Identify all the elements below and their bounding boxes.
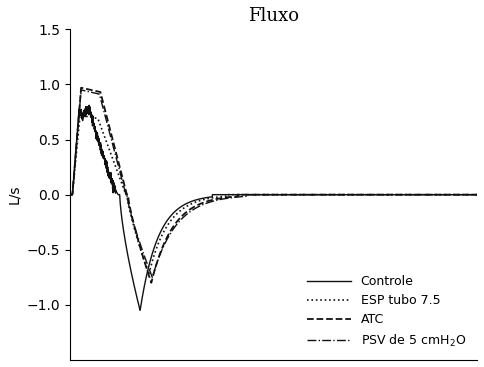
- Controle: [474, 192, 480, 197]
- Controle: [467, 192, 472, 197]
- ESP tubo 7.5: [474, 192, 480, 197]
- PSV de 5 cmH$_2$O: [467, 192, 472, 197]
- ESP tubo 7.5: [423, 192, 428, 197]
- ESP tubo 7.5: [146, 272, 151, 276]
- ATC: [78, 86, 84, 90]
- PSV de 5 cmH$_2$O: [423, 192, 428, 197]
- ATC: [137, 247, 143, 251]
- ESP tubo 7.5: [67, 192, 73, 197]
- PSV de 5 cmH$_2$O: [241, 194, 247, 199]
- Controle: [137, 308, 143, 312]
- Line: PSV de 5 cmH$_2$O: PSV de 5 cmH$_2$O: [70, 90, 477, 277]
- Legend: Controle, ESP tubo 7.5, ATC, PSV de 5 cmH$_2$O: Controle, ESP tubo 7.5, ATC, PSV de 5 cm…: [302, 270, 471, 354]
- ESP tubo 7.5: [114, 167, 120, 171]
- ATC: [149, 280, 154, 285]
- PSV de 5 cmH$_2$O: [78, 88, 84, 92]
- ESP tubo 7.5: [223, 194, 229, 199]
- Controle: [223, 192, 229, 197]
- Controle: [67, 192, 73, 197]
- Controle: [138, 304, 144, 309]
- PSV de 5 cmH$_2$O: [114, 157, 120, 161]
- PSV de 5 cmH$_2$O: [223, 196, 229, 201]
- ATC: [67, 192, 73, 197]
- Line: Controle: Controle: [70, 105, 477, 310]
- Y-axis label: L/s: L/s: [7, 185, 21, 204]
- Title: Fluxo: Fluxo: [248, 7, 299, 25]
- ESP tubo 7.5: [77, 113, 83, 117]
- PSV de 5 cmH$_2$O: [67, 192, 73, 197]
- Controle: [86, 103, 92, 108]
- ESP tubo 7.5: [467, 192, 472, 197]
- ATC: [423, 192, 428, 197]
- ATC: [223, 195, 229, 200]
- PSV de 5 cmH$_2$O: [137, 243, 143, 247]
- PSV de 5 cmH$_2$O: [150, 275, 155, 279]
- Controle: [423, 192, 428, 197]
- ATC: [241, 192, 247, 197]
- ESP tubo 7.5: [241, 192, 247, 197]
- ATC: [474, 192, 480, 197]
- Controle: [114, 189, 120, 194]
- PSV de 5 cmH$_2$O: [474, 192, 480, 197]
- Controle: [241, 192, 247, 197]
- ATC: [467, 192, 472, 197]
- Line: ATC: ATC: [70, 88, 477, 283]
- ESP tubo 7.5: [137, 247, 143, 251]
- Line: ESP tubo 7.5: ESP tubo 7.5: [70, 115, 477, 274]
- ATC: [114, 152, 120, 156]
